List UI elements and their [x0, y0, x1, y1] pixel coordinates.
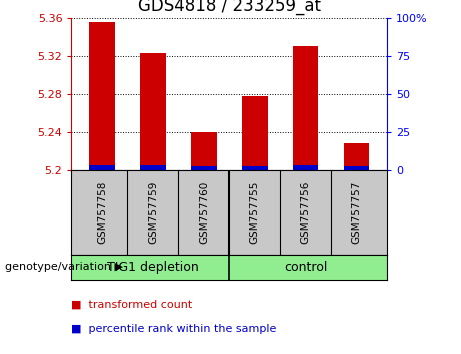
- Bar: [191, 166, 217, 170]
- Bar: [89, 165, 115, 170]
- Text: GSM757760: GSM757760: [199, 181, 209, 244]
- Text: GSM757759: GSM757759: [148, 181, 158, 244]
- Bar: [293, 165, 319, 170]
- Title: GDS4818 / 233259_at: GDS4818 / 233259_at: [138, 0, 321, 15]
- Bar: [191, 132, 217, 170]
- Text: GSM757756: GSM757756: [301, 181, 311, 244]
- Bar: [242, 166, 267, 170]
- Text: ■  percentile rank within the sample: ■ percentile rank within the sample: [71, 324, 277, 334]
- Bar: [344, 166, 369, 170]
- Text: GSM757755: GSM757755: [250, 181, 260, 244]
- Text: GSM757758: GSM757758: [97, 181, 107, 244]
- Bar: [140, 53, 165, 170]
- Bar: [293, 46, 319, 170]
- Bar: [140, 165, 165, 170]
- Text: genotype/variation ▶: genotype/variation ▶: [5, 262, 123, 272]
- Text: TIG1 depletion: TIG1 depletion: [107, 261, 199, 274]
- Bar: [89, 22, 115, 170]
- Text: control: control: [284, 261, 327, 274]
- Bar: [242, 96, 267, 170]
- Bar: [344, 143, 369, 170]
- Text: GSM757757: GSM757757: [352, 181, 362, 244]
- Text: ■  transformed count: ■ transformed count: [71, 299, 193, 309]
